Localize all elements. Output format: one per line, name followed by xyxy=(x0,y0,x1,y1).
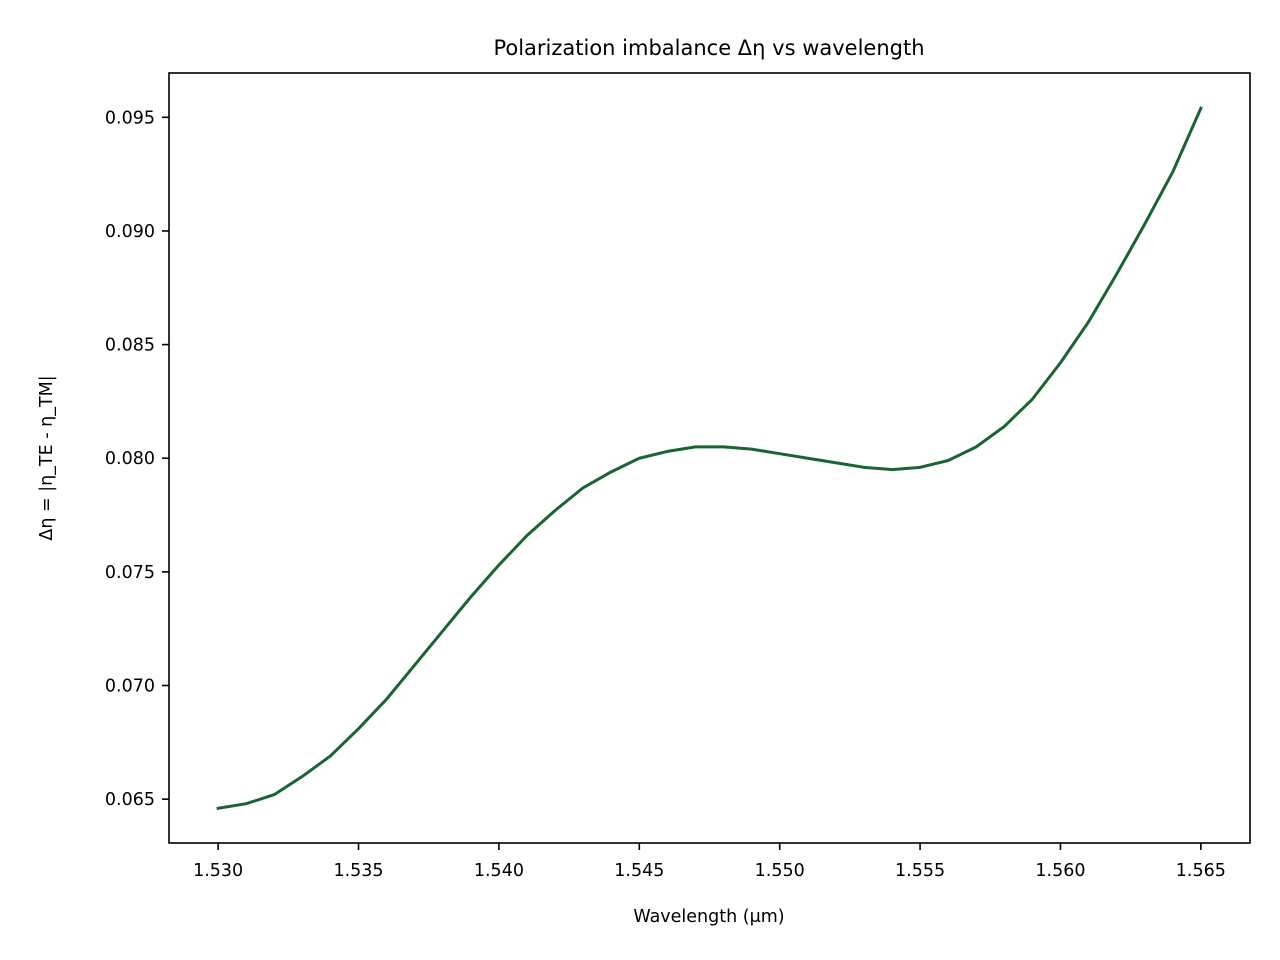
y-tick-label: 0.090 xyxy=(105,222,155,242)
x-tick-label: 1.530 xyxy=(193,861,243,881)
x-tick-label: 1.540 xyxy=(474,861,524,881)
chart-title: Polarization imbalance Δη vs wavelength xyxy=(493,36,924,60)
x-axis: 1.530 1.535 1.540 1.545 1.550 1.555 1.560 1.565 xyxy=(193,843,1226,881)
y-tick-label: 0.065 xyxy=(105,790,155,810)
x-tick-label: 1.545 xyxy=(614,861,664,881)
y-axis-label: Δη = |η_TE - η_TM| xyxy=(37,375,57,540)
x-tick-label: 1.565 xyxy=(1176,861,1226,881)
y-tick-label: 0.080 xyxy=(105,449,155,469)
y-tick-label: 0.085 xyxy=(105,336,155,356)
data-line xyxy=(216,106,1203,810)
x-tick-label: 1.555 xyxy=(895,861,945,881)
x-tick-label: 1.535 xyxy=(333,861,383,881)
y-axis: 0.065 0.070 0.075 0.080 0.085 0.090 0.095 xyxy=(105,108,169,810)
x-tick-label: 1.550 xyxy=(755,861,805,881)
y-tick-label: 0.075 xyxy=(105,563,155,583)
x-tick-label: 1.560 xyxy=(1035,861,1085,881)
x-axis-label: Wavelength (μm) xyxy=(633,907,784,927)
y-tick-label: 0.095 xyxy=(105,108,155,128)
plot-frame xyxy=(168,72,1251,844)
y-tick-label: 0.070 xyxy=(105,677,155,697)
